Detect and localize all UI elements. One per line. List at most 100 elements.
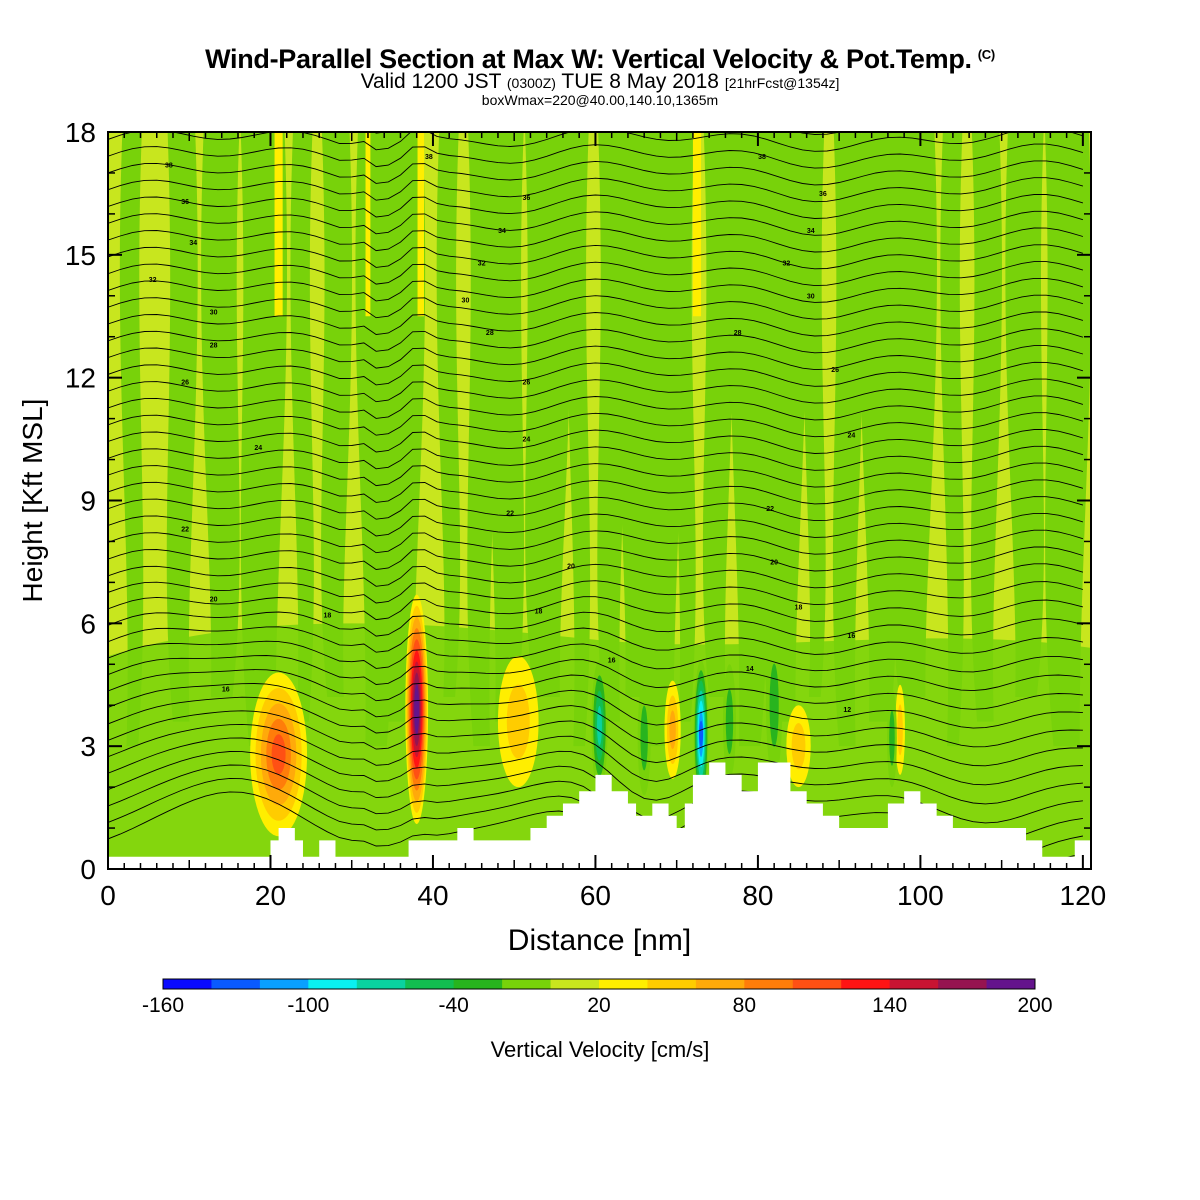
colorbar-swatch xyxy=(792,979,842,989)
theta-contour xyxy=(108,563,1084,589)
theta-contour xyxy=(108,669,1083,710)
theta-label: 22 xyxy=(181,527,189,534)
chart-box-info: boxWmax=220@40.00,140.10,1365m xyxy=(481,92,719,108)
colorbar-swatch xyxy=(841,979,891,989)
x-tick-label: 20 xyxy=(255,880,286,911)
downdraft-core xyxy=(699,720,704,748)
colorbar-swatch xyxy=(647,979,697,989)
theta-label: 36 xyxy=(522,195,530,202)
y-tick-label: 3 xyxy=(80,731,96,762)
theta-contour xyxy=(108,361,1084,387)
velocity-streak xyxy=(321,132,353,698)
theta-contour xyxy=(108,378,1084,404)
theta-label: 20 xyxy=(210,596,218,603)
theta-label: 32 xyxy=(478,261,486,268)
colorbar-swatch xyxy=(356,979,406,989)
y-tick-label: 9 xyxy=(80,486,96,517)
theta-label: 14 xyxy=(746,666,754,673)
y-tick-label: 12 xyxy=(65,363,96,394)
theta-contour xyxy=(108,177,1084,203)
theta-label: 28 xyxy=(734,330,742,337)
velocity-streak xyxy=(525,132,572,698)
velocity-streak xyxy=(290,132,314,722)
updraft-core xyxy=(669,710,676,750)
theta-contour xyxy=(108,611,1084,639)
theta-label: 20 xyxy=(567,564,575,571)
colorbar-tick-label: 200 xyxy=(1017,994,1052,1017)
theta-contour xyxy=(108,210,1084,236)
velocity-streak xyxy=(890,132,937,698)
theta-contour xyxy=(108,429,1084,454)
velocity-streak xyxy=(566,132,591,747)
colorbar-swatch xyxy=(163,979,212,989)
theta-contour xyxy=(108,696,1083,748)
theta-label: 34 xyxy=(189,240,197,247)
theta-contour xyxy=(108,261,1084,287)
theta-label: 28 xyxy=(486,330,494,337)
theta-contour xyxy=(108,395,1084,421)
velocity-streak xyxy=(119,132,144,747)
colorbar-frame xyxy=(162,978,1036,990)
downdraft-core xyxy=(889,710,895,766)
theta-label: 24 xyxy=(254,445,262,452)
colorbar-tick-label: -100 xyxy=(287,994,329,1017)
theta-label: 34 xyxy=(807,228,815,235)
y-axis-label: Height [Kft MSL] xyxy=(17,399,48,603)
velocity-streak xyxy=(832,132,864,747)
theta-label: 38 xyxy=(165,162,173,169)
chart-valid-time: Valid 1200 JST (0300Z) TUE 8 May 2018 [2… xyxy=(360,70,840,93)
theta-label: 18 xyxy=(795,604,803,611)
colorbar-tick-label: 20 xyxy=(587,994,610,1017)
updraft-core xyxy=(897,704,903,756)
colorbar-swatch xyxy=(502,979,552,989)
velocity-field xyxy=(108,132,1091,869)
theta-label: 16 xyxy=(222,686,230,693)
chart-title: Wind-Parallel Section at Max W: Vertical… xyxy=(205,44,995,74)
colorbar-swatch xyxy=(599,979,648,989)
updraft-core xyxy=(271,734,286,775)
theta-contour xyxy=(108,227,1084,253)
theta-contour xyxy=(108,580,1084,606)
theta-label: 32 xyxy=(149,277,157,284)
theta-label: 28 xyxy=(210,342,218,349)
theta-contour xyxy=(108,751,1083,824)
x-tick-label: 40 xyxy=(417,880,448,911)
theta-contour xyxy=(108,328,1084,354)
theta-label: 26 xyxy=(181,379,189,386)
theta-label: 34 xyxy=(498,228,506,235)
downdraft-core xyxy=(597,705,602,746)
terrain xyxy=(108,762,1091,869)
theta-label: 22 xyxy=(506,510,514,517)
theta-contour xyxy=(108,345,1084,371)
theta-label: 18 xyxy=(535,609,543,616)
theta-contour xyxy=(108,737,1083,805)
x-tick-label: 60 xyxy=(580,880,611,911)
theta-contour xyxy=(373,132,842,135)
theta-contour xyxy=(108,655,1083,692)
terrain-mask xyxy=(108,762,1091,869)
theta-label: 30 xyxy=(807,293,815,300)
downdraft-core xyxy=(725,689,734,754)
velocity-streak xyxy=(166,132,198,722)
y-tick-label: 6 xyxy=(80,608,96,639)
theta-contour xyxy=(108,479,1084,505)
theta-label: 30 xyxy=(462,297,470,304)
theta-label: 26 xyxy=(522,379,530,386)
x-tick-label: 0 xyxy=(100,880,116,911)
theta-contour xyxy=(108,596,1084,622)
colorbar-swatch xyxy=(695,979,745,989)
theta-contour xyxy=(108,723,1083,786)
theta-contour xyxy=(108,512,1084,538)
velocity-filament xyxy=(365,132,371,317)
theta-label: 30 xyxy=(210,310,218,317)
colorbar-tick-label: -160 xyxy=(142,994,184,1017)
velocity-filament xyxy=(417,132,425,317)
theta-contour xyxy=(108,626,1083,655)
x-tick-label: 120 xyxy=(1060,880,1107,911)
colorbar-tick-label: 140 xyxy=(872,994,907,1017)
theta-contour xyxy=(108,640,1083,673)
colorbar-swatch xyxy=(259,979,309,989)
theta-label: 20 xyxy=(770,559,778,566)
colorbar-swatch xyxy=(308,979,358,989)
theta-contour xyxy=(108,546,1084,572)
